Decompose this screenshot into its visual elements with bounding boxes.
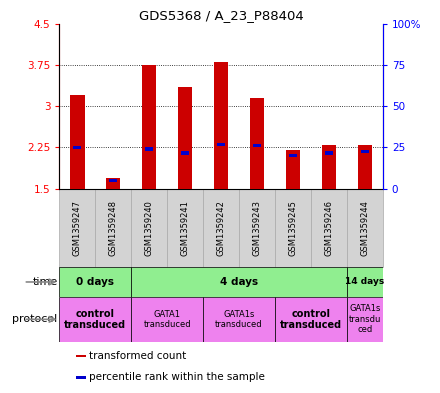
- FancyBboxPatch shape: [275, 297, 347, 342]
- Text: GSM1359244: GSM1359244: [360, 200, 369, 256]
- Bar: [73, 146, 81, 149]
- FancyBboxPatch shape: [59, 267, 131, 297]
- Text: GSM1359248: GSM1359248: [109, 200, 118, 256]
- Bar: [178, 87, 192, 189]
- Bar: [250, 98, 264, 189]
- Bar: [76, 355, 86, 357]
- FancyBboxPatch shape: [131, 267, 347, 297]
- Bar: [322, 145, 336, 189]
- FancyBboxPatch shape: [347, 189, 383, 267]
- FancyBboxPatch shape: [131, 297, 203, 342]
- FancyBboxPatch shape: [59, 297, 131, 342]
- Text: time: time: [33, 277, 58, 287]
- Text: 0 days: 0 days: [76, 277, 114, 287]
- Text: GSM1359241: GSM1359241: [181, 200, 190, 256]
- Bar: [110, 179, 117, 182]
- FancyBboxPatch shape: [167, 189, 203, 267]
- Text: GATA1s
transdu
ced: GATA1s transdu ced: [348, 305, 381, 334]
- Bar: [253, 144, 261, 147]
- Bar: [361, 150, 369, 153]
- Bar: [106, 178, 121, 189]
- FancyBboxPatch shape: [203, 297, 275, 342]
- Text: 4 days: 4 days: [220, 277, 258, 287]
- Bar: [214, 62, 228, 189]
- Bar: [142, 65, 157, 189]
- Text: transformed count: transformed count: [88, 351, 186, 361]
- Text: control
transduced: control transduced: [280, 309, 342, 330]
- Bar: [358, 145, 372, 189]
- FancyBboxPatch shape: [311, 189, 347, 267]
- Bar: [70, 95, 84, 189]
- FancyBboxPatch shape: [95, 189, 131, 267]
- FancyBboxPatch shape: [275, 189, 311, 267]
- FancyBboxPatch shape: [239, 189, 275, 267]
- FancyBboxPatch shape: [203, 189, 239, 267]
- Text: control
transduced: control transduced: [64, 309, 126, 330]
- Bar: [145, 147, 153, 151]
- FancyBboxPatch shape: [347, 297, 383, 342]
- Bar: [181, 151, 189, 154]
- Text: GSM1359242: GSM1359242: [216, 200, 226, 256]
- Title: GDS5368 / A_23_P88404: GDS5368 / A_23_P88404: [139, 9, 304, 22]
- Bar: [289, 154, 297, 157]
- Text: GSM1359247: GSM1359247: [73, 200, 82, 256]
- Text: GSM1359243: GSM1359243: [253, 200, 261, 256]
- FancyBboxPatch shape: [347, 267, 383, 297]
- Text: percentile rank within the sample: percentile rank within the sample: [88, 372, 264, 382]
- Bar: [286, 150, 300, 189]
- Bar: [76, 376, 86, 378]
- Bar: [325, 151, 333, 154]
- Text: protocol: protocol: [12, 314, 58, 324]
- Text: GATA1
transduced: GATA1 transduced: [143, 310, 191, 329]
- Text: GSM1359245: GSM1359245: [289, 200, 297, 256]
- FancyBboxPatch shape: [131, 189, 167, 267]
- Text: GATA1s
transduced: GATA1s transduced: [215, 310, 263, 329]
- Bar: [217, 143, 225, 146]
- Text: GSM1359240: GSM1359240: [145, 200, 154, 256]
- Text: GSM1359246: GSM1359246: [324, 200, 334, 256]
- FancyBboxPatch shape: [59, 189, 95, 267]
- Text: 14 days: 14 days: [345, 277, 385, 286]
